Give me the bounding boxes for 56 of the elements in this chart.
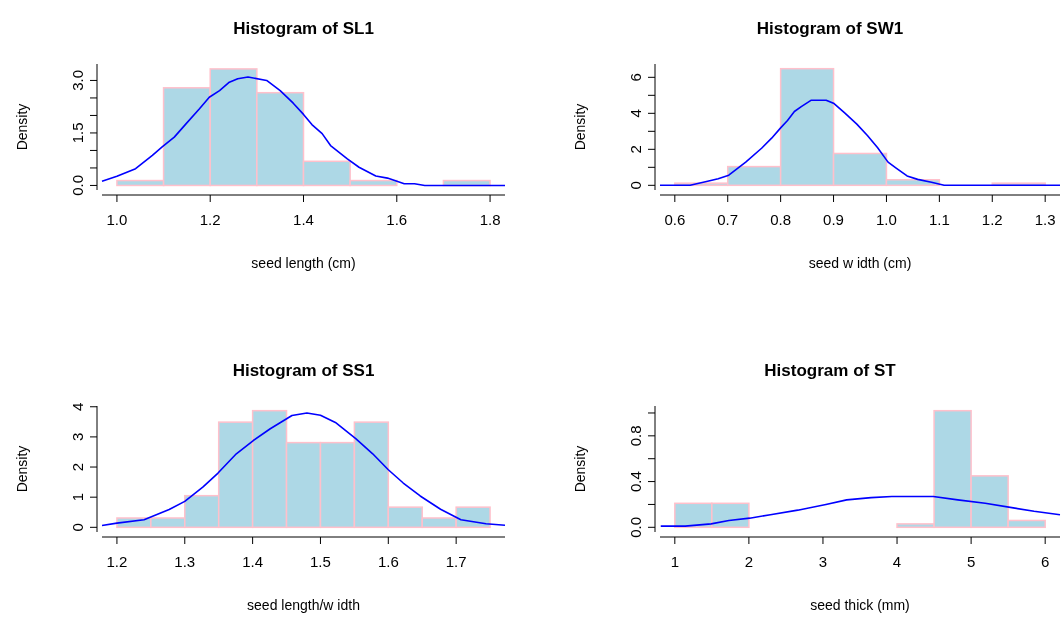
y-tick-label: 4 (69, 402, 86, 411)
x-tick-label: 2 (744, 553, 754, 570)
y-tick-label: 0.0 (69, 175, 86, 196)
y-tick-label: 0.4 (627, 471, 644, 493)
y-tick-label: 1 (69, 493, 86, 502)
y-axis-title: Density (572, 103, 588, 151)
x-tick-label: 0.7 (717, 211, 739, 228)
x-tick-label: 1.3 (1034, 211, 1056, 228)
y-tick-label: 2 (627, 145, 644, 154)
y-tick-label: 0 (627, 181, 644, 190)
chart-title: Histogram of SS1 (232, 361, 375, 380)
y-axis-title: Density (14, 445, 30, 493)
y-axis-title: Density (572, 445, 588, 493)
chart-title: Histogram of ST (764, 361, 897, 380)
y-tick-label: 0 (69, 523, 86, 532)
y-tick-label: 3 (69, 432, 86, 442)
x-tick-label: 1.4 (293, 211, 314, 228)
y-tick-label: 0.8 (627, 425, 644, 447)
y-tick-label: 3.0 (69, 70, 86, 91)
chart-title: Histogram of SL1 (233, 19, 374, 38)
line-series (101, 412, 506, 527)
x-tick-label: 5 (966, 553, 976, 570)
x-axis-title: seed w idth (cm) (808, 255, 912, 271)
x-tick-label: 1.6 (377, 553, 399, 570)
x-tick-label: 1.0 (106, 211, 128, 228)
line-series (659, 495, 1061, 527)
x-tick-label: 1.7 (445, 553, 467, 570)
x-tick-label: 1.3 (174, 553, 196, 570)
line-series (659, 99, 1061, 187)
x-tick-label: 0.8 (770, 211, 792, 228)
x-axis-title: seed thick (mm) (810, 597, 910, 613)
chart-title: Histogram of SW1 (756, 19, 904, 38)
y-tick-label: 4 (627, 109, 644, 118)
x-tick-label: 1.6 (386, 211, 408, 228)
y-tick-label: 2 (69, 462, 86, 472)
line-series (101, 76, 506, 187)
x-axis-title: seed length/w idth (247, 597, 360, 613)
x-tick-label: 1.4 (242, 553, 264, 570)
x-tick-label: 6 (1041, 553, 1050, 570)
x-tick-label: 4 (892, 553, 902, 570)
y-tick-label: 0.0 (627, 516, 644, 538)
x-tick-label: 1.1 (928, 211, 950, 228)
y-axis-title: Density (14, 103, 30, 151)
x-tick-label: 1.5 (310, 553, 331, 570)
x-tick-label: 3 (818, 553, 828, 570)
y-tick-label: 1.5 (69, 122, 86, 144)
x-tick-label: 1.2 (106, 553, 128, 570)
y-tick-label: 6 (627, 73, 644, 82)
x-axis-title: seed length (cm) (251, 255, 356, 271)
x-tick-label: 1.2 (199, 211, 221, 228)
x-tick-label: 0.6 (664, 211, 686, 228)
x-tick-label: 1.8 (479, 211, 501, 228)
x-tick-label: 0.9 (823, 211, 844, 228)
x-tick-label: 1 (670, 553, 679, 570)
x-tick-label: 1.0 (876, 211, 897, 228)
x-tick-label: 1.2 (981, 211, 1003, 228)
